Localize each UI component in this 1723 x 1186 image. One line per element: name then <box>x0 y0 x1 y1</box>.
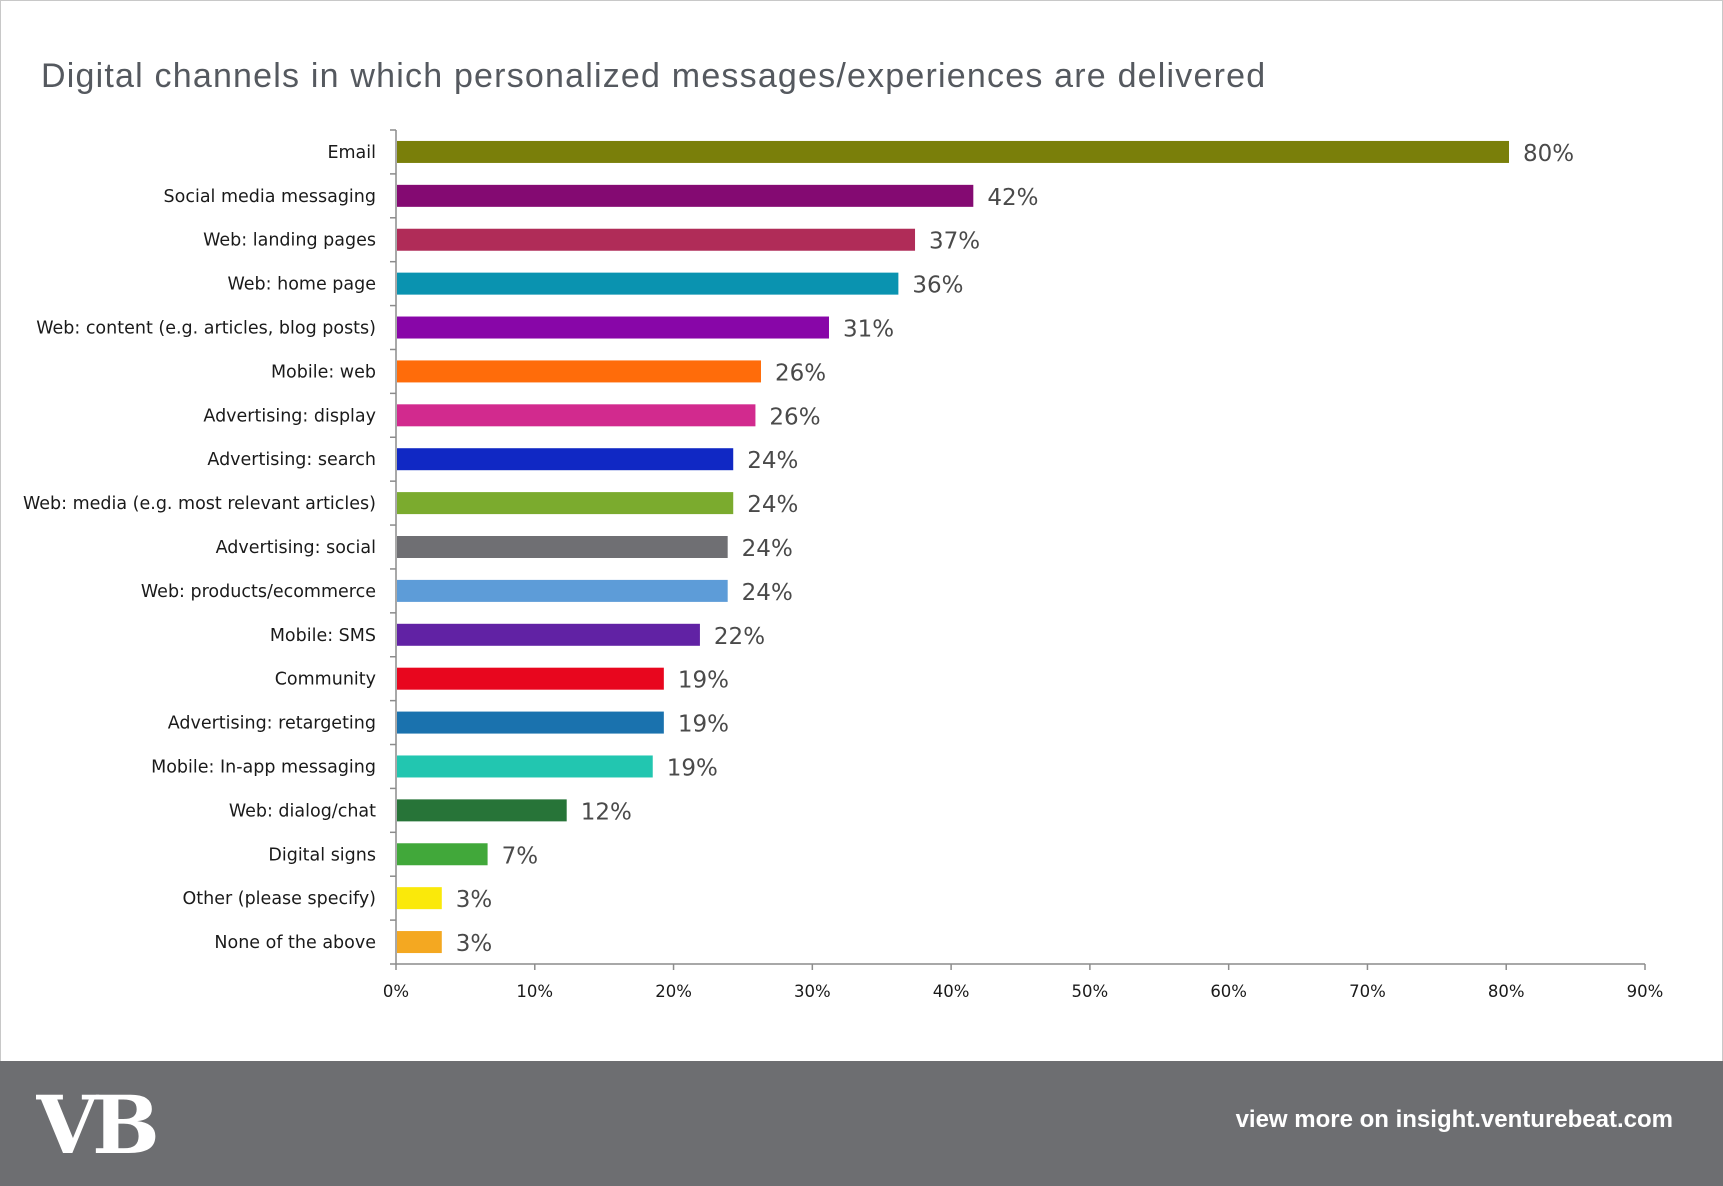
data-label: 36% <box>912 273 963 299</box>
bar <box>397 931 442 954</box>
category-label: Community <box>275 670 376 690</box>
data-label: 7% <box>502 843 539 869</box>
data-label: 26% <box>775 360 826 386</box>
insight-link[interactable]: view more on insight.venturebeat.com <box>1235 1106 1673 1133</box>
x-tick-label: 80% <box>1488 982 1525 1001</box>
data-label: 19% <box>667 755 718 781</box>
venturebeat-logo-text: VB <box>36 1089 156 1159</box>
data-label: 19% <box>678 668 729 694</box>
category-label: Web: home page <box>228 275 377 295</box>
data-label: 24% <box>747 492 798 518</box>
category-label: Advertising: social <box>216 538 376 558</box>
bar <box>397 667 664 690</box>
data-label: 3% <box>456 931 493 957</box>
category-label: Web: products/ecommerce <box>141 582 376 602</box>
x-tick-label: 60% <box>1210 982 1247 1001</box>
category-label: Web: content (e.g. articles, blog posts) <box>36 319 376 339</box>
category-label: Web: landing pages <box>203 231 376 251</box>
category-label: Mobile: In-app messaging <box>151 757 376 777</box>
bar <box>397 799 567 822</box>
footer-bar: VB view more on insight.venturebeat.com <box>0 1061 1723 1186</box>
bar <box>397 228 916 251</box>
category-label: Mobile: SMS <box>270 626 376 646</box>
category-label: Digital signs <box>268 845 376 865</box>
bar <box>397 360 761 383</box>
bar <box>397 184 974 207</box>
category-label: Other (please specify) <box>183 889 377 909</box>
x-tick-label: 50% <box>1072 982 1109 1001</box>
x-tick-label: 70% <box>1349 982 1386 1001</box>
bar <box>397 711 664 734</box>
x-tick-label: 10% <box>516 982 553 1001</box>
bar <box>397 843 488 866</box>
data-label: 42% <box>987 185 1038 211</box>
x-tick-label: 30% <box>794 982 831 1001</box>
x-tick-label: 20% <box>655 982 692 1001</box>
bar <box>397 536 728 558</box>
x-tick-label: 0% <box>383 982 409 1001</box>
bar <box>397 623 700 646</box>
category-label: Web: dialog/chat <box>229 801 376 821</box>
category-label: Web: media (e.g. most relevant articles) <box>23 494 376 514</box>
bar <box>397 140 1509 163</box>
data-label: 24% <box>742 536 793 562</box>
data-label: 3% <box>456 887 493 913</box>
category-label: None of the above <box>214 933 376 953</box>
category-label: Social media messaging <box>164 187 376 207</box>
data-label: 37% <box>929 229 980 255</box>
venturebeat-logo[interactable]: VB <box>36 1089 160 1159</box>
bar <box>397 887 442 910</box>
bar <box>397 755 653 778</box>
category-label: Advertising: display <box>203 406 376 426</box>
bar <box>397 492 734 515</box>
data-label: 12% <box>581 799 632 825</box>
bar <box>397 448 734 471</box>
bar <box>397 404 756 427</box>
x-tick-label: 90% <box>1627 982 1664 1001</box>
data-label: 26% <box>769 404 820 430</box>
category-label: Advertising: search <box>207 450 376 470</box>
data-label: 24% <box>742 580 793 606</box>
chart-title: Digital channels in which personalized m… <box>41 57 1267 95</box>
category-label: Mobile: web <box>271 362 376 382</box>
data-label: 31% <box>843 317 894 343</box>
category-label: Advertising: retargeting <box>168 714 376 734</box>
category-label: Email <box>327 143 376 163</box>
bar <box>397 579 728 602</box>
data-label: 22% <box>714 624 765 650</box>
data-label: 80% <box>1523 141 1574 167</box>
x-tick-label: 40% <box>933 982 970 1001</box>
bar <box>397 272 899 295</box>
bar <box>397 316 829 339</box>
data-label: 24% <box>747 448 798 474</box>
data-label: 19% <box>678 712 729 738</box>
bar-chart: 0% 10% 20% 30% 40% 50% 60% 70% 80% 90% Email 80% Soc… <box>23 129 1664 1001</box>
